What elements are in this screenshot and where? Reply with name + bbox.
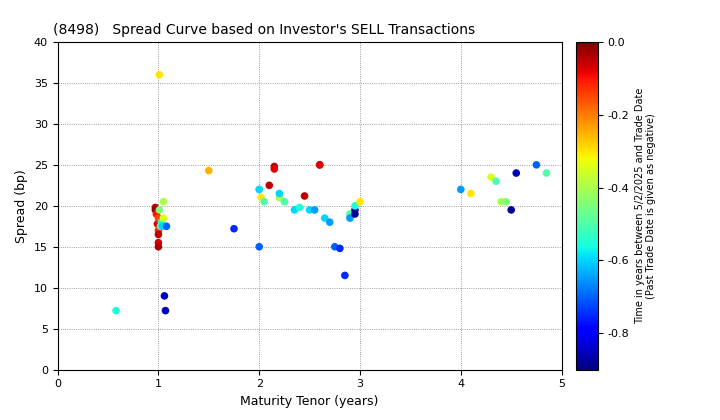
Point bbox=[349, 210, 361, 217]
Y-axis label: Time in years between 5/2/2025 and Trade Date
(Past Trade Date is given as negat: Time in years between 5/2/2025 and Trade… bbox=[634, 88, 656, 324]
Point bbox=[314, 161, 325, 168]
Point bbox=[253, 186, 265, 193]
Point bbox=[153, 243, 164, 250]
Point bbox=[344, 215, 356, 221]
Point bbox=[455, 186, 467, 193]
Point bbox=[344, 210, 356, 217]
Point bbox=[465, 190, 477, 197]
Point bbox=[339, 272, 351, 279]
Point bbox=[258, 198, 270, 205]
Point bbox=[279, 198, 290, 205]
Point bbox=[228, 226, 240, 232]
Point bbox=[158, 292, 170, 299]
Point bbox=[309, 207, 320, 213]
Point bbox=[495, 198, 507, 205]
Point bbox=[158, 198, 169, 205]
Point bbox=[299, 193, 310, 199]
Point bbox=[541, 170, 552, 176]
Point bbox=[155, 223, 166, 230]
Point bbox=[510, 170, 522, 176]
Point bbox=[485, 174, 497, 181]
Point bbox=[354, 198, 366, 205]
Point bbox=[314, 161, 325, 168]
Point bbox=[329, 243, 341, 250]
Point bbox=[324, 219, 336, 226]
Point bbox=[160, 307, 171, 314]
Point bbox=[500, 198, 512, 205]
Point bbox=[153, 215, 164, 221]
Point bbox=[289, 207, 300, 213]
Point bbox=[152, 220, 163, 227]
Point bbox=[490, 178, 502, 184]
Point bbox=[153, 71, 165, 78]
Point bbox=[334, 245, 346, 252]
Point bbox=[158, 215, 169, 221]
Point bbox=[269, 163, 280, 170]
Point bbox=[153, 227, 164, 234]
X-axis label: Maturity Tenor (years): Maturity Tenor (years) bbox=[240, 395, 379, 408]
Point bbox=[256, 194, 267, 201]
Point bbox=[253, 186, 265, 193]
Point bbox=[269, 165, 280, 172]
Point bbox=[274, 194, 285, 201]
Point bbox=[203, 167, 215, 174]
Point bbox=[505, 207, 517, 213]
Point bbox=[110, 307, 122, 314]
Y-axis label: Spread (bp): Spread (bp) bbox=[15, 169, 28, 243]
Point bbox=[150, 204, 161, 211]
Point bbox=[153, 207, 165, 213]
Point bbox=[264, 182, 275, 189]
Point bbox=[349, 202, 361, 209]
Point bbox=[319, 215, 330, 221]
Point bbox=[294, 204, 305, 211]
Point bbox=[304, 207, 315, 213]
Point bbox=[153, 239, 164, 246]
Point bbox=[156, 219, 167, 226]
Point bbox=[153, 231, 164, 238]
Point bbox=[253, 243, 265, 250]
Point bbox=[531, 161, 542, 168]
Point bbox=[161, 223, 172, 230]
Text: (8498)   Spread Curve based on Investor's SELL Transactions: (8498) Spread Curve based on Investor's … bbox=[53, 23, 474, 37]
Point bbox=[157, 223, 168, 230]
Point bbox=[274, 190, 285, 197]
Point bbox=[150, 207, 161, 213]
Point bbox=[349, 207, 361, 213]
Point bbox=[150, 210, 162, 217]
